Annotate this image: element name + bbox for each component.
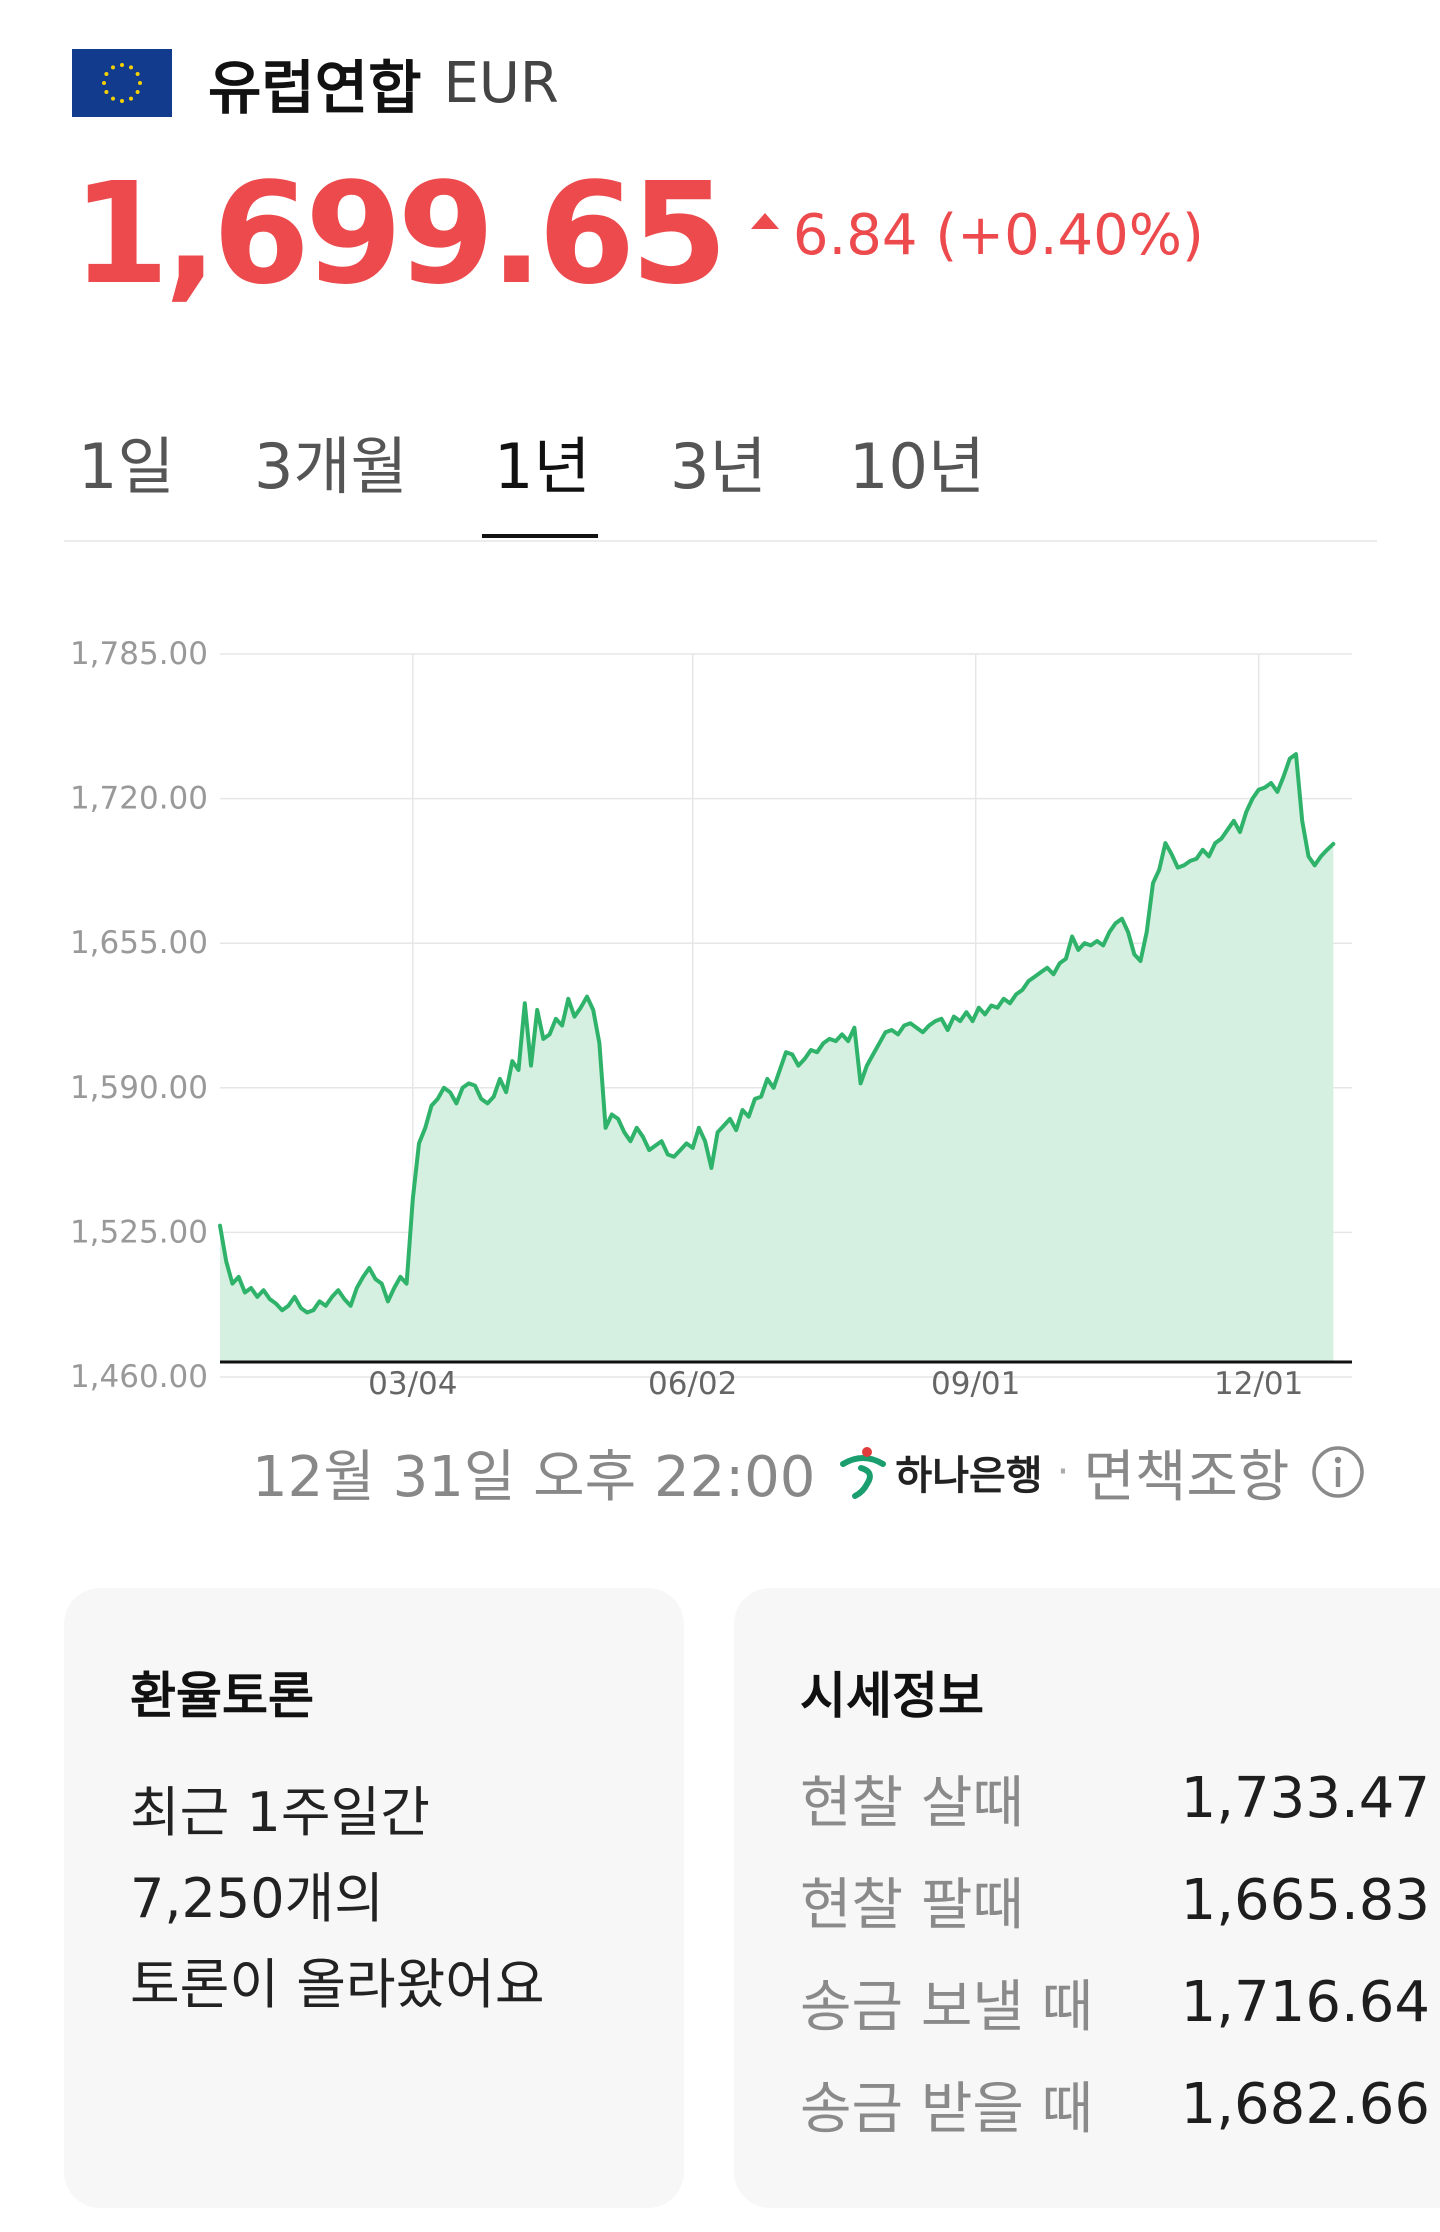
quote-value: 1,733.47 [1180, 1765, 1430, 1831]
separator-dot: · [1056, 1449, 1070, 1495]
quote-value: 1,682.66 [1180, 2071, 1430, 2137]
y-tick-label: 1,655.00 [70, 925, 208, 961]
quote-row-remit-send: 송금 보낼 때 1,716.64 [800, 1962, 1430, 2042]
x-tick-label: 12/01 [1214, 1366, 1303, 1402]
up-triangle-icon [750, 213, 779, 229]
currency-name: 유럽연합 [208, 54, 422, 122]
quote-info-card: 시세정보 현찰 살때 1,733.47 현찰 팔때 1,665.83 송금 보낼… [734, 1588, 1440, 2208]
y-tick-label: 1,720.00 [70, 781, 208, 817]
bank-name: 하나은행 [895, 1453, 1043, 1499]
x-tick-label: 03/04 [368, 1366, 457, 1402]
x-tick-label: 06/02 [648, 1366, 737, 1402]
y-tick-label: 1,460.00 [70, 1359, 208, 1395]
quote-label: 송금 받을 때 [800, 2076, 1094, 2142]
quote-row-cash-buy: 현찰 살때 1,733.47 [800, 1758, 1430, 1838]
chart-series-line [218, 752, 1336, 1315]
eu-flag-icon [72, 49, 172, 117]
discussion-line: 7,250개의 [130, 1867, 384, 1930]
quote-row-cash-sell: 현찰 팔때 1,665.83 [800, 1860, 1430, 1940]
quote-label: 현찰 팔때 [800, 1872, 1024, 1938]
tab-1y[interactable]: 1년 [494, 430, 591, 503]
currency-header: 유럽연합 EUR [72, 48, 559, 122]
rate-display: 1,699.65 6.84 (+0.40%) [72, 160, 1204, 310]
quote-label: 송금 보낼 때 [800, 1974, 1094, 2040]
y-tick-label: 1,590.00 [70, 1070, 208, 1106]
tab-3m[interactable]: 3개월 [254, 430, 408, 503]
quote-value: 1,716.64 [1180, 1969, 1430, 2035]
tab-3y[interactable]: 3년 [670, 430, 767, 503]
discussion-line: 최근 1주일간 [130, 1781, 430, 1844]
rate-change: 6.84 (+0.40%) [792, 202, 1204, 268]
period-tabs: 1일 3개월 1년 3년 10년 [64, 380, 1377, 542]
quote-row-remit-receive: 송금 받을 때 1,682.66 [800, 2064, 1430, 2144]
discussion-title: 환율토론 [130, 1667, 314, 1725]
tab-1d[interactable]: 1일 [78, 430, 175, 503]
tab-10y[interactable]: 10년 [849, 430, 985, 503]
exchange-rate-chart[interactable]: 1,785.00 1,720.00 1,655.00 1,590.00 1,525.00… [0, 560, 1440, 1420]
update-timestamp: 12월 31일 오후 22:00 [252, 1444, 816, 1510]
discussion-card[interactable]: 환율토론 최근 1주일간 7,250개의 토론이 올라왔어요 [64, 1588, 684, 2208]
active-tab-indicator [482, 534, 598, 538]
current-rate: 1,699.65 [72, 153, 728, 316]
hana-bank-logo-icon [840, 1447, 887, 1499]
currency-code: EUR [443, 50, 559, 116]
y-tick-label: 1,525.00 [70, 1214, 208, 1250]
quote-label: 현찰 살때 [800, 1770, 1024, 1836]
quote-title: 시세정보 [800, 1667, 984, 1725]
x-tick-label: 09/01 [931, 1366, 1020, 1402]
chart-area-fill [220, 754, 1334, 1362]
y-tick-label: 1,785.00 [70, 636, 208, 672]
disclaimer-link[interactable]: 면책조항 [1083, 1444, 1290, 1510]
discussion-line: 토론이 올라왔어요 [130, 1953, 545, 2016]
source-footnote: 12월 31일 오후 22:00 하나은행 · 면책조항 [252, 1432, 1365, 1512]
quote-value: 1,665.83 [1180, 1867, 1430, 1933]
info-icon[interactable] [1311, 1445, 1365, 1499]
